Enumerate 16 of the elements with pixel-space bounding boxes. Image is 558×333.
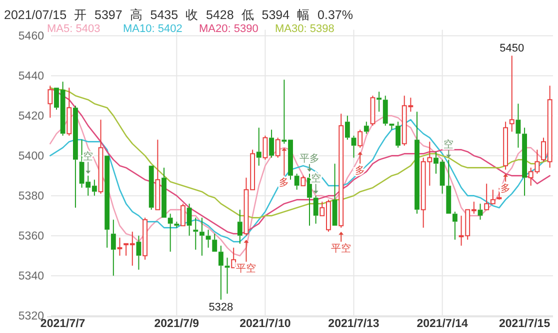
x-tick-label: 2021/7/15 bbox=[498, 318, 551, 330]
y-tick-label: 5440 bbox=[18, 70, 44, 83]
y-tick-label: 5420 bbox=[18, 110, 44, 123]
annotation: 5328 bbox=[208, 302, 234, 314]
x-tick-label: 2021/7/14 bbox=[416, 318, 468, 330]
y-tick-label: 5380 bbox=[18, 190, 44, 203]
x-tick-label: 2021/7/9 bbox=[154, 318, 200, 330]
y-tick-label: 5460 bbox=[18, 30, 44, 43]
y-tick-label: 5360 bbox=[18, 230, 44, 243]
y-tick-label: 5340 bbox=[18, 270, 44, 283]
x-tick-label: 2021/7/7 bbox=[40, 318, 86, 330]
annotation: 5450 bbox=[500, 42, 524, 55]
title: 2021/07/15 开 5397 高 5435 收 5428 低 5394 幅 0.37% bbox=[4, 8, 353, 22]
x-tick-label: 2021/7/13 bbox=[328, 318, 380, 330]
y-tick-label: 5400 bbox=[18, 150, 44, 163]
x-tick-label: 2021/7/10 bbox=[240, 318, 291, 330]
